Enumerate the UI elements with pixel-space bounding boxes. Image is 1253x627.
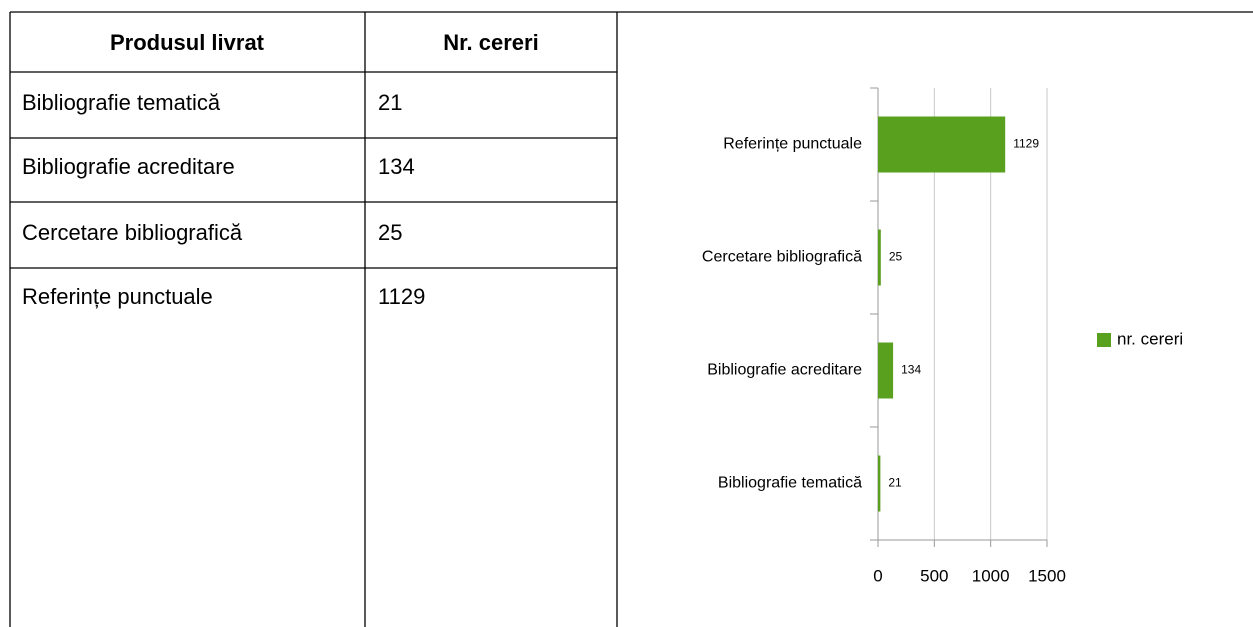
x-tick-label: 1000 — [972, 566, 1010, 585]
x-tick-label: 1500 — [1028, 566, 1066, 585]
bar — [878, 229, 881, 286]
y-tick-label: Bibliografie tematică — [718, 475, 862, 492]
y-tick-label: Cercetare bibliografică — [702, 249, 862, 266]
table-cell: Referințe punctuale — [22, 284, 213, 309]
table-cell: Bibliografie acreditare — [22, 154, 235, 179]
table-cell: 25 — [378, 220, 402, 245]
legend-label: nr. cereri — [1117, 329, 1183, 348]
bar — [878, 455, 881, 512]
x-tick-label: 0 — [873, 566, 882, 585]
x-tick-label: 500 — [920, 566, 948, 585]
data-label: 21 — [888, 476, 902, 490]
y-tick-label: Referințe punctuale — [723, 136, 862, 153]
bar — [878, 116, 1006, 173]
table-cell: 21 — [378, 90, 402, 115]
data-label: 1129 — [1013, 137, 1039, 151]
table-cell: Cercetare bibliografică — [22, 220, 243, 245]
table-cell: 134 — [378, 154, 415, 179]
legend-swatch — [1097, 333, 1111, 347]
y-tick-label: Bibliografie acreditare — [707, 362, 862, 379]
data-label: 134 — [901, 363, 921, 377]
data-label: 25 — [889, 250, 903, 264]
bar — [878, 342, 894, 399]
header-cell: Produsul livrat — [110, 30, 265, 55]
header-cell: Nr. cereri — [443, 30, 538, 55]
table-cell: Bibliografie tematică — [22, 90, 221, 115]
table-cell: 1129 — [378, 284, 425, 309]
